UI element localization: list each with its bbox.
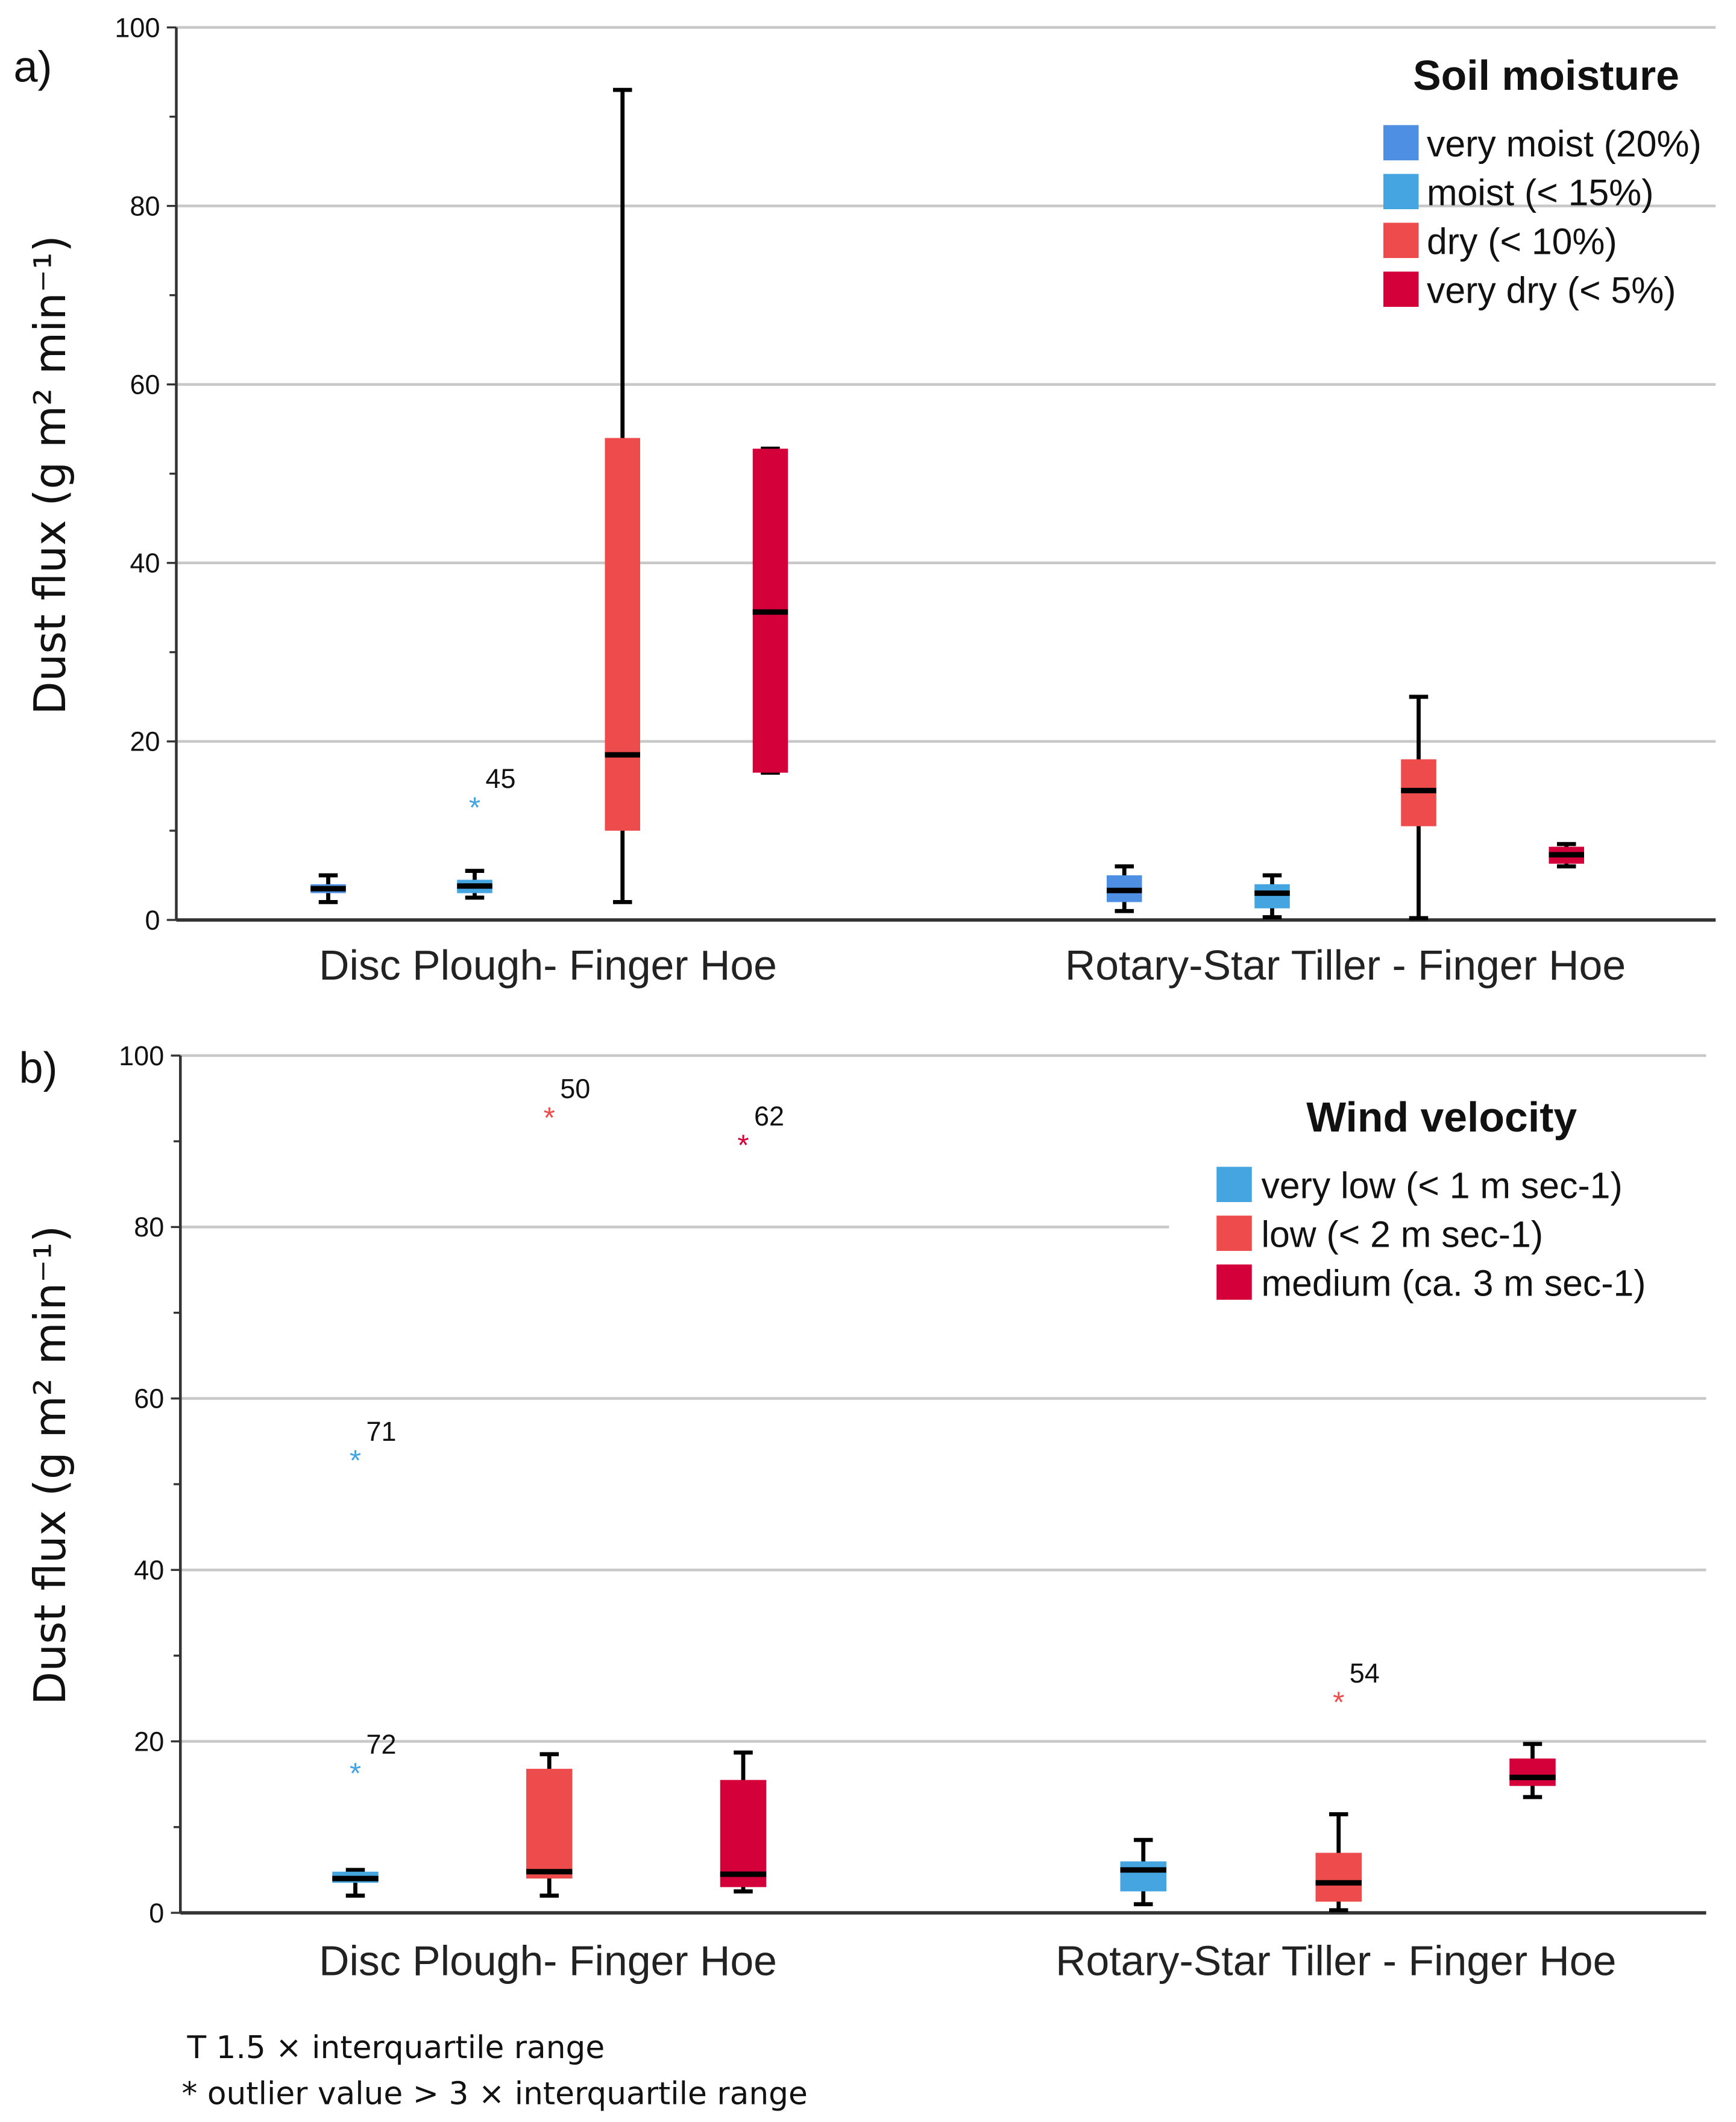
legend-label: very moist (20%) bbox=[1427, 123, 1702, 164]
legend-label: low (< 2 m sec-1) bbox=[1262, 1214, 1544, 1255]
outlier-label: 62 bbox=[754, 1101, 784, 1132]
footnote-outlier: * outlier value > 3 × interquartile rang… bbox=[182, 2076, 808, 2112]
box-iqr bbox=[1254, 884, 1290, 908]
outlier-marker: * bbox=[1333, 1686, 1344, 1719]
y-tick-label: 80 bbox=[134, 1212, 164, 1242]
x-category-label: Disc Plough- Finger Hoe bbox=[319, 1938, 777, 1985]
legend-swatch bbox=[1383, 125, 1419, 160]
outlier-marker: * bbox=[469, 792, 480, 825]
panel-b: 0 20 40 60 80 100 b) Dust flux (g m² min⁻¹) Disc… bbox=[19, 1041, 1706, 1985]
panel-label: b) bbox=[19, 1044, 58, 1092]
box-1-0: *50 bbox=[526, 1073, 590, 1898]
box-2-1 bbox=[1509, 1742, 1556, 1799]
y-tick-label: 100 bbox=[115, 12, 160, 43]
outlier-marker: * bbox=[544, 1101, 555, 1135]
y-tick-label: 40 bbox=[130, 548, 160, 579]
box-iqr bbox=[605, 438, 640, 831]
box-iqr bbox=[1315, 1853, 1362, 1902]
footnote-whisker: T 1.5 × interquartile range bbox=[187, 2030, 605, 2066]
outlier-marker: * bbox=[350, 1757, 361, 1790]
box-0-1 bbox=[1107, 864, 1142, 913]
panel-a: 0 20 40 60 80 100 a) Dust flux (g m² min⁻¹) Disc… bbox=[14, 12, 1716, 989]
y-axis-label: Dust flux (g m² min⁻¹) bbox=[25, 1226, 75, 1705]
outlier-label: 50 bbox=[560, 1073, 590, 1104]
outlier-marker: * bbox=[737, 1129, 749, 1162]
box-1-1: *54 bbox=[1315, 1658, 1380, 1913]
box-iqr bbox=[526, 1769, 573, 1879]
legend-swatch bbox=[1383, 174, 1419, 209]
box-1-1 bbox=[1254, 873, 1290, 919]
y-tick-label: 60 bbox=[134, 1384, 164, 1414]
box-iqr bbox=[1509, 1758, 1556, 1786]
x-category-label: Rotary-Star Tiller - Finger Hoe bbox=[1055, 1938, 1616, 1985]
y-axis-label: Dust flux (g m² min⁻¹) bbox=[25, 235, 75, 714]
box-2-0 bbox=[605, 87, 640, 904]
y-tick-label: 80 bbox=[130, 190, 160, 221]
y-tick-label: 0 bbox=[149, 1898, 164, 1928]
box-1-0: *45 bbox=[457, 763, 516, 900]
panel-label: a) bbox=[14, 43, 52, 92]
box-2-1 bbox=[1401, 694, 1436, 921]
y-tick-label: 0 bbox=[145, 905, 160, 936]
outlier-label: 71 bbox=[366, 1416, 397, 1447]
legend-swatch bbox=[1383, 222, 1419, 258]
legend-title: Wind velocity bbox=[1306, 1094, 1577, 1141]
y-tick-label: 100 bbox=[119, 1041, 164, 1071]
legend-label: moist (< 15%) bbox=[1427, 172, 1653, 213]
legend-swatch bbox=[1216, 1264, 1252, 1300]
legend-title: Soil moisture bbox=[1413, 52, 1679, 99]
outlier-label: 54 bbox=[1350, 1658, 1380, 1689]
legend-swatch bbox=[1383, 271, 1419, 307]
legend-swatch bbox=[1216, 1166, 1252, 1202]
box-3-1 bbox=[1549, 842, 1584, 869]
y-tick-label: 20 bbox=[130, 726, 160, 757]
y-tick-label: 60 bbox=[130, 369, 160, 400]
outlier-label: 45 bbox=[486, 763, 516, 794]
outlier-label: 72 bbox=[366, 1729, 397, 1760]
y-tick-label: 40 bbox=[134, 1555, 164, 1585]
x-category-label: Rotary-Star Tiller - Finger Hoe bbox=[1065, 942, 1626, 989]
box-iqr bbox=[1120, 1861, 1166, 1892]
box-0-0: *71*72 bbox=[332, 1416, 397, 1898]
x-category-label: Disc Plough- Finger Hoe bbox=[319, 942, 777, 989]
legend-label: medium (ca. 3 m sec-1) bbox=[1262, 1262, 1646, 1303]
box-2-0: *62 bbox=[720, 1101, 784, 1894]
legend-swatch bbox=[1216, 1215, 1252, 1251]
legend-label: very dry (< 5%) bbox=[1427, 269, 1676, 310]
box-3-0 bbox=[752, 446, 788, 775]
outlier-marker: * bbox=[350, 1444, 361, 1478]
box-0-0 bbox=[310, 873, 346, 904]
legend-label: very low (< 1 m sec-1) bbox=[1262, 1165, 1623, 1206]
box-iqr bbox=[720, 1780, 767, 1887]
legend-label: dry (< 10%) bbox=[1427, 221, 1617, 262]
box-0-1 bbox=[1120, 1837, 1166, 1907]
y-tick-label: 20 bbox=[134, 1726, 164, 1757]
